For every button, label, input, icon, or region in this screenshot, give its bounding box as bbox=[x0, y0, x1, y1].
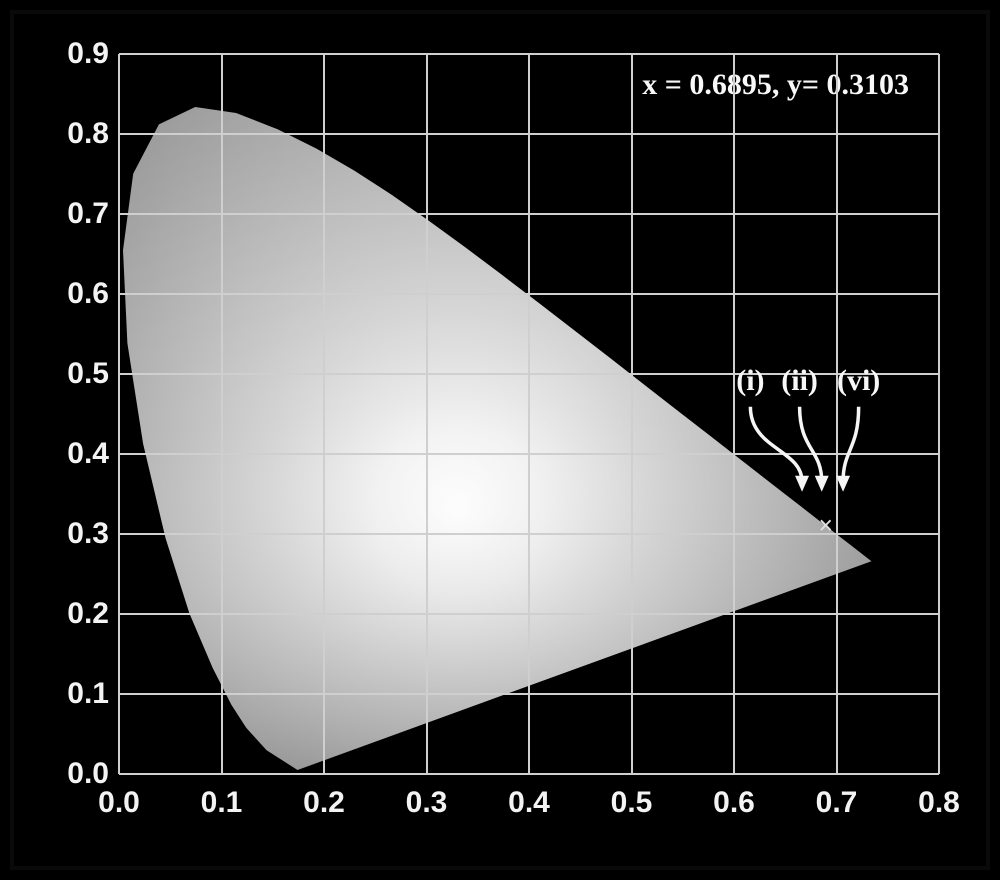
gridline-horizontal bbox=[119, 693, 939, 695]
gridline-horizontal bbox=[119, 133, 939, 135]
y-tick-label: 0.1 bbox=[29, 677, 109, 711]
y-tick-label: 0.8 bbox=[29, 117, 109, 151]
gridline-vertical bbox=[323, 54, 325, 774]
y-tick-label: 0.9 bbox=[29, 37, 109, 71]
gridline-horizontal bbox=[119, 773, 939, 775]
y-tick-label: 0.7 bbox=[29, 197, 109, 231]
gamut-sheen bbox=[123, 107, 871, 770]
annot-vi: (vi) bbox=[837, 364, 880, 398]
gridline-vertical bbox=[221, 54, 223, 774]
plot-area: x = 0.6895, y= 0.3103 0.00.10.20.30.40.5… bbox=[119, 54, 939, 774]
x-tick-label: 0.1 bbox=[201, 786, 243, 820]
gridline-vertical bbox=[631, 54, 633, 774]
annot-i: (i) bbox=[736, 364, 764, 398]
y-tick-label: 0.4 bbox=[29, 437, 109, 471]
x-tick-label: 0.4 bbox=[508, 786, 550, 820]
y-tick-label: 0.0 bbox=[29, 757, 109, 791]
gridline-vertical bbox=[528, 54, 530, 774]
x-tick-label: 0.0 bbox=[98, 786, 140, 820]
gridline-vertical bbox=[938, 54, 940, 774]
x-tick-label: 0.6 bbox=[713, 786, 755, 820]
x-tick-label: 0.5 bbox=[611, 786, 653, 820]
y-tick-label: 0.5 bbox=[29, 357, 109, 391]
gridline-vertical bbox=[836, 54, 838, 774]
target-marker: × bbox=[818, 511, 833, 541]
gridline-horizontal bbox=[119, 53, 939, 55]
x-tick-label: 0.7 bbox=[816, 786, 858, 820]
gridline-horizontal bbox=[119, 293, 939, 295]
x-tick-label: 0.3 bbox=[406, 786, 448, 820]
x-tick-label: 0.8 bbox=[918, 786, 960, 820]
gridline-vertical bbox=[426, 54, 428, 774]
gridline-horizontal bbox=[119, 533, 939, 535]
gridline-vertical bbox=[733, 54, 735, 774]
gridline-horizontal bbox=[119, 453, 939, 455]
y-tick-label: 0.6 bbox=[29, 277, 109, 311]
gridline-horizontal bbox=[119, 213, 939, 215]
x-tick-label: 0.2 bbox=[303, 786, 345, 820]
y-tick-label: 0.3 bbox=[29, 517, 109, 551]
gridline-horizontal bbox=[119, 613, 939, 615]
annot-ii: (ii) bbox=[781, 364, 818, 398]
y-tick-label: 0.2 bbox=[29, 597, 109, 631]
gridline-vertical bbox=[118, 54, 120, 774]
chart-frame: x = 0.6895, y= 0.3103 0.0 0.1 0.2 0.3 0.4 0.5… bbox=[10, 10, 990, 870]
coordinate-readout: x = 0.6895, y= 0.3103 bbox=[642, 68, 909, 102]
